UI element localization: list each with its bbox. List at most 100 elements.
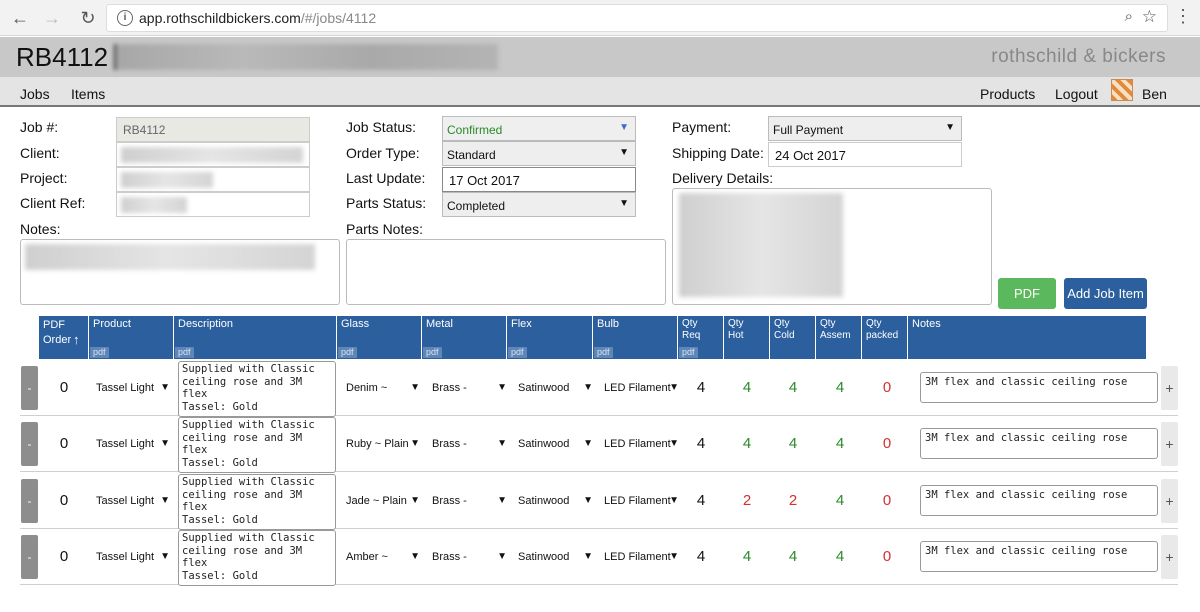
address-bar[interactable]: i app.rothschildbickers.com/#/jobs/4112 …: [106, 4, 1168, 32]
bookmark-star-icon[interactable]: ☆: [1141, 7, 1157, 26]
row-qty-req[interactable]: 4: [696, 492, 706, 509]
bulb-select[interactable]: LED Filament ▼: [604, 382, 679, 394]
bulb-select[interactable]: LED Filament ▼: [604, 438, 679, 450]
col-notes[interactable]: Notes: [908, 316, 1147, 359]
product-select[interactable]: Tassel Light ▼: [96, 495, 170, 507]
job-status-select[interactable]: Confirmed ▼: [442, 116, 636, 141]
sort-arrow-icon[interactable]: ↑: [73, 332, 80, 347]
col-pdf-order[interactable]: PDF Order ↑: [39, 316, 89, 359]
glass-select[interactable]: Amber ~ ▼: [346, 551, 420, 563]
order-type-select[interactable]: Standard ▼: [442, 141, 636, 166]
nav-user[interactable]: Ben: [1142, 86, 1167, 102]
row-qty-cold[interactable]: 4: [788, 548, 798, 565]
product-select[interactable]: Tassel Light ▼: [96, 438, 170, 450]
row-notes-textarea[interactable]: 3M flex and classic ceiling rose: [920, 428, 1158, 459]
browser-menu-icon[interactable]: ⋮: [1174, 6, 1192, 26]
col-metal[interactable]: Metal pdf: [422, 316, 507, 359]
metal-select[interactable]: Brass - ▼: [432, 438, 507, 450]
row-qty-req[interactable]: 4: [696, 435, 706, 452]
payment-select[interactable]: Full Payment ▼: [768, 116, 962, 141]
nav-products[interactable]: Products: [980, 86, 1036, 102]
description-textarea[interactable]: Supplied with Classic ceiling rose and 3…: [178, 417, 336, 473]
metal-select[interactable]: Brass - ▼: [432, 495, 507, 507]
remove-row-button[interactable]: -: [21, 366, 38, 410]
flex-select[interactable]: Satinwood ▼: [518, 438, 593, 450]
glass-select[interactable]: Denim ~ ▼: [346, 382, 420, 394]
bulb-select[interactable]: LED Filament ▼: [604, 551, 679, 563]
row-pdf-order[interactable]: 0: [59, 492, 69, 509]
add-job-item-button[interactable]: Add Job Item: [1064, 278, 1147, 309]
col-qty-hot[interactable]: Qty Hot: [724, 316, 770, 359]
metal-select[interactable]: Brass - ▼: [432, 382, 507, 394]
description-textarea[interactable]: Supplied with Classic ceiling rose and 3…: [178, 530, 336, 586]
row-notes-textarea[interactable]: 3M flex and classic ceiling rose: [920, 372, 1158, 403]
col-bulb[interactable]: Bulb pdf: [593, 316, 678, 359]
col-qty-assem[interactable]: Qty Assem: [816, 316, 862, 359]
pdf-button[interactable]: PDF: [998, 278, 1056, 309]
product-select[interactable]: Tassel Light ▼: [96, 551, 170, 563]
row-qty-cold[interactable]: 2: [788, 492, 798, 509]
col-product[interactable]: Product pdf: [89, 316, 174, 359]
project-field[interactable]: [116, 167, 310, 192]
row-notes-textarea[interactable]: 3M flex and classic ceiling rose: [920, 541, 1158, 572]
row-pdf-order[interactable]: 0: [59, 379, 69, 396]
row-qty-cold[interactable]: 4: [788, 435, 798, 452]
delivery-details-textarea[interactable]: [672, 188, 992, 305]
product-select[interactable]: Tassel Light ▼: [96, 382, 170, 394]
row-qty-req[interactable]: 4: [696, 379, 706, 396]
forward-icon[interactable]: →: [43, 8, 61, 28]
row-qty-hot[interactable]: 4: [742, 379, 752, 396]
row-qty-packed[interactable]: 0: [882, 435, 892, 452]
col-qty-req[interactable]: Qty Req pdf: [678, 316, 724, 359]
row-notes-textarea[interactable]: 3M flex and classic ceiling rose: [920, 485, 1158, 516]
col-qty-cold[interactable]: Qty Cold: [770, 316, 816, 359]
remove-row-button[interactable]: -: [21, 479, 38, 523]
remove-row-button[interactable]: -: [21, 535, 38, 579]
flex-select[interactable]: Satinwood ▼: [518, 382, 593, 394]
add-row-button[interactable]: +: [1161, 479, 1178, 523]
row-qty-hot[interactable]: 4: [742, 548, 752, 565]
description-textarea[interactable]: Supplied with Classic ceiling rose and 3…: [178, 474, 336, 530]
col-qty-packed[interactable]: Qty packed: [862, 316, 908, 359]
parts-notes-textarea[interactable]: [346, 239, 666, 305]
glass-select[interactable]: Ruby ~ Plain ▼: [346, 438, 420, 450]
zoom-icon[interactable]: ⌕: [1124, 8, 1133, 25]
flex-select[interactable]: Satinwood ▼: [518, 551, 593, 563]
nav-items[interactable]: Items: [71, 86, 106, 102]
glass-select[interactable]: Jade ~ Plain ▼: [346, 495, 420, 507]
description-textarea[interactable]: Supplied with Classic ceiling rose and 3…: [178, 361, 336, 417]
row-qty-hot[interactable]: 4: [742, 435, 752, 452]
nav-logout[interactable]: Logout: [1055, 86, 1098, 102]
parts-status-select[interactable]: Completed ▼: [442, 192, 636, 217]
row-qty-packed[interactable]: 0: [882, 548, 892, 565]
metal-select[interactable]: Brass - ▼: [432, 551, 507, 563]
notes-textarea[interactable]: [20, 239, 340, 305]
add-row-button[interactable]: +: [1161, 366, 1178, 410]
back-icon[interactable]: ←: [11, 8, 29, 28]
row-pdf-order[interactable]: 0: [59, 435, 69, 452]
row-qty-packed[interactable]: 0: [882, 379, 892, 396]
col-flex[interactable]: Flex pdf: [507, 316, 593, 359]
row-qty-cold[interactable]: 4: [788, 379, 798, 396]
row-pdf-order[interactable]: 0: [59, 548, 69, 565]
add-row-button[interactable]: +: [1161, 535, 1178, 579]
col-description[interactable]: Description pdf: [174, 316, 337, 359]
col-glass[interactable]: Glass pdf: [337, 316, 422, 359]
last-update-field[interactable]: 17 Oct 2017: [442, 167, 636, 192]
reload-icon[interactable]: ↻: [80, 8, 96, 28]
site-info-icon[interactable]: i: [117, 10, 133, 26]
row-qty-req[interactable]: 4: [696, 548, 706, 565]
shipping-date-field[interactable]: 24 Oct 2017: [768, 142, 962, 167]
row-qty-assem[interactable]: 4: [835, 492, 845, 509]
row-qty-assem[interactable]: 4: [835, 435, 845, 452]
remove-row-button[interactable]: -: [21, 422, 38, 466]
row-qty-hot[interactable]: 2: [742, 492, 752, 509]
nav-jobs[interactable]: Jobs: [20, 86, 50, 102]
row-qty-assem[interactable]: 4: [835, 379, 845, 396]
row-qty-packed[interactable]: 0: [882, 492, 892, 509]
client-ref-field[interactable]: [116, 192, 310, 217]
row-qty-assem[interactable]: 4: [835, 548, 845, 565]
avatar[interactable]: [1111, 79, 1133, 101]
flex-select[interactable]: Satinwood ▼: [518, 495, 593, 507]
client-field[interactable]: [116, 142, 310, 167]
